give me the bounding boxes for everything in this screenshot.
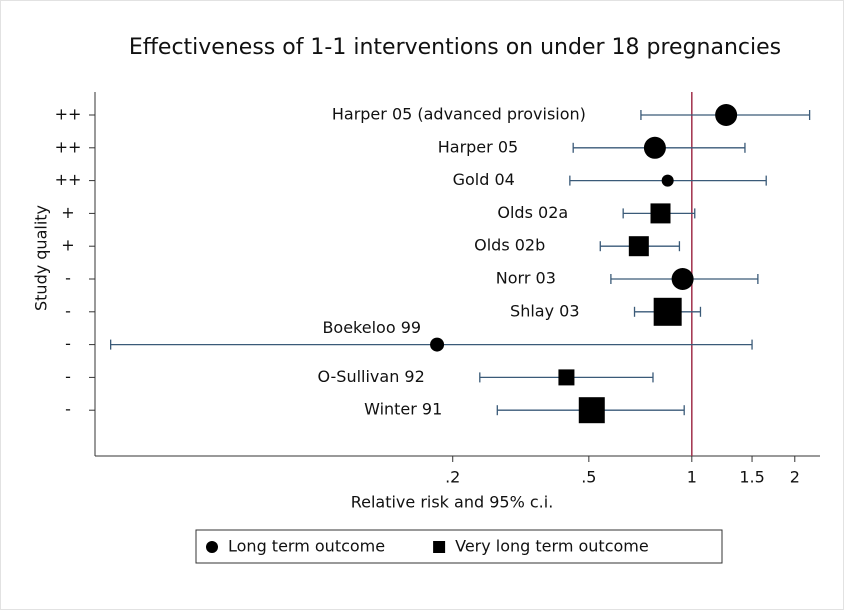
y-axis-title: Study quality [32,205,51,311]
marker-circle [715,104,738,126]
chart-title: Effectiveness of 1-1 interventions on un… [129,35,781,60]
study-label: Gold 04 [453,170,515,189]
marker-square [650,203,671,224]
marker-square [433,541,446,553]
y-tick-label: ++ [55,137,82,156]
y-tick-label: - [65,269,71,288]
y-tick-label: + [61,236,74,255]
x-axis-title: Relative risk and 95% c.i. [351,493,554,512]
x-tick-label: 1.5 [739,468,764,487]
y-tick-label: - [65,334,71,353]
marker-circle [661,174,674,187]
y-tick-label: + [61,203,74,222]
legend-label: Very long term outcome [455,537,649,556]
study-label: O-Sullivan 92 [317,367,424,386]
marker-circle [206,541,218,553]
y-tick-label: - [65,400,71,419]
study-label: Winter 91 [364,400,442,419]
marker-circle [671,268,694,290]
marker-square [578,397,605,424]
legend-box [195,529,723,564]
study-label: Norr 03 [496,269,556,288]
marker-square [558,369,575,386]
y-tick-label: ++ [55,170,82,189]
study-label: Olds 02a [497,203,568,222]
y-tick-label: - [65,301,71,320]
study-label: Olds 02b [474,236,545,255]
legend-label: Long term outcome [228,537,385,556]
study-label: Harper 05 (advanced provision) [332,105,586,124]
x-tick-label: 2 [790,468,800,487]
marker-square [653,297,682,326]
marker-circle [643,136,666,159]
y-tick-label: - [65,367,71,386]
x-tick-label: 1 [687,468,697,487]
y-tick-label: ++ [55,105,82,124]
x-tick-label: .2 [445,468,460,487]
marker-circle [430,337,445,352]
study-label: Shlay 03 [510,301,579,320]
x-tick-label: .5 [581,468,596,487]
marker-square [628,236,649,257]
study-label: Boekeloo 99 [322,318,421,337]
study-label: Harper 05 [438,137,518,156]
